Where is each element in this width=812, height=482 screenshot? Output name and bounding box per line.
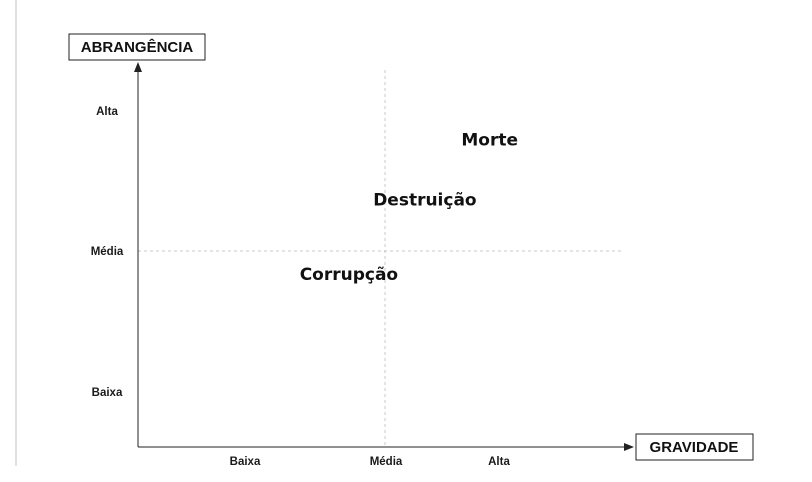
point-label-1: Destruição [373,191,476,211]
x-tick-label-baixa: Baixa [230,456,261,468]
y-axis-label-box [68,33,206,61]
data-points: Corrupção Destruição Morte [300,130,518,284]
x-axis-label: GRAVIDADE [650,439,739,456]
y-axis-arrow-icon [134,62,142,72]
point-label-0: Corrupção [300,265,398,285]
y-axis-label: ABRANGÊNCIA [81,38,194,56]
y-tick-label-baixa: Baixa [92,387,123,399]
y-tick-label-media: Média [91,246,124,258]
x-axis-arrow-icon [624,443,634,451]
x-tick-label-alta: Alta [488,456,510,468]
x-tick-label-media: Média [370,456,403,468]
x-axis-label-box [635,433,754,461]
point-label-2: Morte [461,130,518,150]
y-tick-label-alta: Alta [96,106,118,118]
